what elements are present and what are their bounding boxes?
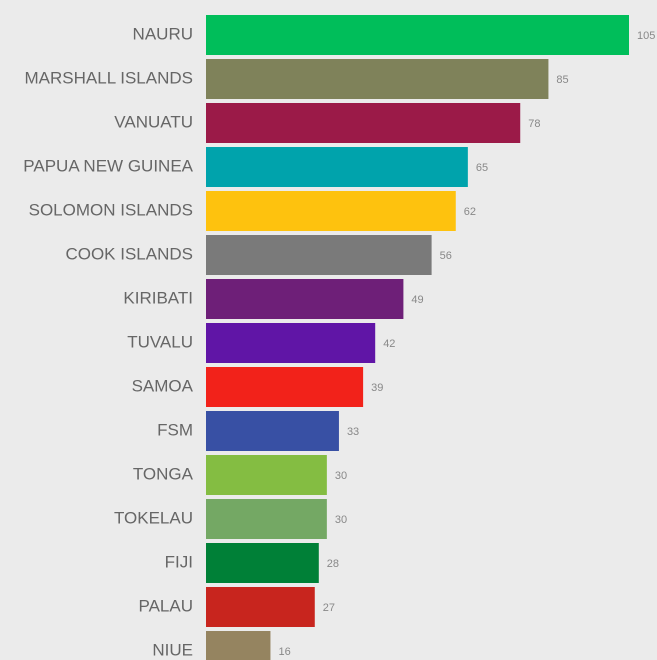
value-label: 16 <box>278 646 290 658</box>
value-label: 42 <box>383 338 395 350</box>
value-label: 62 <box>464 206 476 218</box>
value-label: 78 <box>528 118 540 130</box>
bar <box>206 323 376 363</box>
bar <box>206 543 319 583</box>
category-label: TONGA <box>133 464 194 483</box>
bar <box>206 631 271 660</box>
bar <box>206 147 468 187</box>
category-label: TOKELAU <box>114 508 193 527</box>
bar <box>206 499 327 539</box>
bar <box>206 279 404 319</box>
value-label: 85 <box>556 74 568 86</box>
bar <box>206 455 327 495</box>
value-label: 33 <box>347 426 359 438</box>
category-label: COOK ISLANDS <box>65 244 193 263</box>
category-label: FIJI <box>165 552 193 571</box>
value-label: 65 <box>476 162 488 174</box>
category-label: SOLOMON ISLANDS <box>29 200 193 219</box>
category-label: TUVALU <box>127 332 193 351</box>
value-label: 30 <box>335 514 347 526</box>
bar <box>206 587 315 627</box>
bar <box>206 191 456 231</box>
category-label: MARSHALL ISLANDS <box>25 68 193 87</box>
bar <box>206 411 339 451</box>
value-label: 49 <box>411 294 423 306</box>
value-label: 30 <box>335 470 347 482</box>
category-label: SAMOA <box>132 376 194 395</box>
bar <box>206 367 364 407</box>
category-label: NIUE <box>152 640 193 659</box>
value-label: 27 <box>323 602 335 614</box>
value-label: 56 <box>440 250 452 262</box>
category-label: KIRIBATI <box>123 288 193 307</box>
value-label: 105 <box>637 30 655 42</box>
value-label: 39 <box>371 382 383 394</box>
category-label: VANUATU <box>114 112 193 131</box>
category-label: PALAU <box>139 596 194 615</box>
category-label: FSM <box>157 420 193 439</box>
value-label: 28 <box>327 558 339 570</box>
category-label: PAPUA NEW GUINEA <box>23 156 193 175</box>
bar <box>206 235 432 275</box>
category-label: NAURU <box>133 24 193 43</box>
bar <box>206 59 549 99</box>
bar <box>206 103 521 143</box>
bar <box>206 15 629 55</box>
